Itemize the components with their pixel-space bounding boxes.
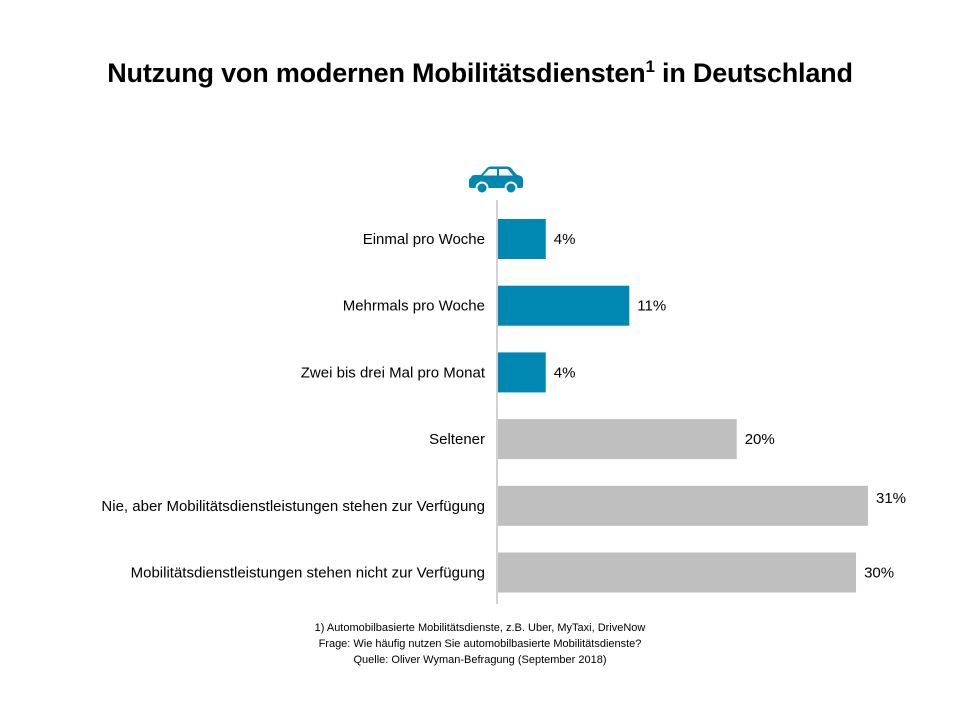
category-label-0: Einmal pro Woche — [363, 231, 485, 248]
category-label-1: Mehrmals pro Woche — [343, 298, 485, 315]
footnote-definition: 1) Automobilbasierte Mobilitätsdienste, … — [314, 622, 646, 634]
value-label-2: 4% — [554, 364, 576, 381]
category-label-5: Mobilitätsdienstleistungen stehen nicht … — [131, 565, 485, 582]
bar-3 — [498, 419, 737, 460]
category-label-4: Nie, aber Mobilitätsdienstleistungen ste… — [101, 498, 485, 515]
chart-title-superscript: 1 — [645, 57, 655, 76]
bar-0 — [498, 219, 546, 259]
bar-1 — [498, 285, 630, 326]
value-label-5: 30% — [864, 565, 894, 582]
value-label-0: 4% — [554, 231, 576, 248]
chart-title: Nutzung von modernen Mobilitätsdiensten1… — [0, 58, 960, 89]
value-label-4: 31% — [876, 490, 906, 507]
bar-2 — [498, 352, 546, 393]
bar-5 — [498, 552, 857, 593]
value-label-1: 11% — [637, 298, 666, 315]
car-icon — [469, 166, 523, 195]
bar-4 — [498, 485, 868, 526]
category-label-2: Zwei bis drei Mal pro Monat — [301, 364, 486, 381]
category-label-3: Seltener — [429, 431, 485, 448]
chart-title-main: Nutzung von modernen Mobilitätsdiensten — [107, 58, 646, 88]
footnote-question: Frage: Wie häufig nutzen Sie automobilba… — [318, 638, 642, 650]
footnotes: 1) Automobilbasierte Mobilitätsdienste, … — [0, 620, 960, 668]
chart-title-suffix: in Deutschland — [654, 58, 853, 88]
value-label-3: 20% — [745, 431, 775, 448]
bar-chart: Einmal pro Woche 4% Mehrmals pro Woche 11% Z… — [101, 166, 906, 604]
footnote-source: Quelle: Oliver Wyman-Befragung (Septembe… — [353, 654, 607, 666]
